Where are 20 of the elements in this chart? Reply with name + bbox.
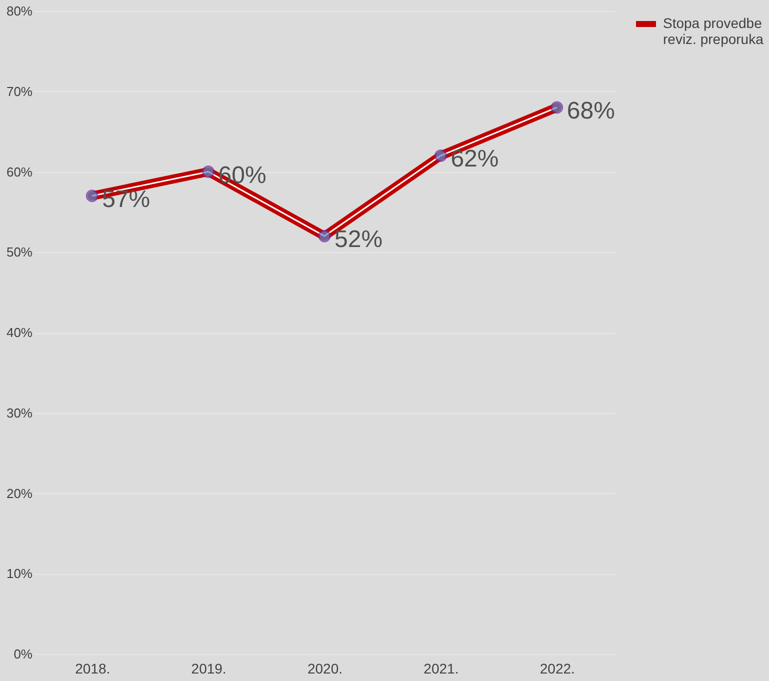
x-tick-label: 2018. xyxy=(75,660,110,676)
data-label: 60% xyxy=(218,162,266,189)
x-tick-label: 2020. xyxy=(307,660,343,676)
y-tick-label: 20% xyxy=(6,486,33,501)
x-tick-label: 2022. xyxy=(540,660,575,676)
x-tick-label: 2021. xyxy=(424,660,459,676)
y-tick-label: 70% xyxy=(6,84,33,99)
data-label: 62% xyxy=(450,146,499,173)
y-tick-label: 60% xyxy=(6,164,33,180)
data-label: 57% xyxy=(102,186,150,213)
legend-label: Stopa provedbe reviz. preporuka xyxy=(663,15,764,47)
x-tick-label: 2019. xyxy=(191,660,226,676)
y-tick-label: 80% xyxy=(6,4,33,18)
y-tick-label: 30% xyxy=(6,405,33,420)
data-label: 68% xyxy=(566,97,615,124)
y-tick-label: 10% xyxy=(6,566,33,582)
y-tick-label: 0% xyxy=(14,646,33,662)
data-label: 52% xyxy=(334,226,383,254)
y-tick-label: 50% xyxy=(6,244,33,260)
y-tick-label: 40% xyxy=(6,325,33,340)
